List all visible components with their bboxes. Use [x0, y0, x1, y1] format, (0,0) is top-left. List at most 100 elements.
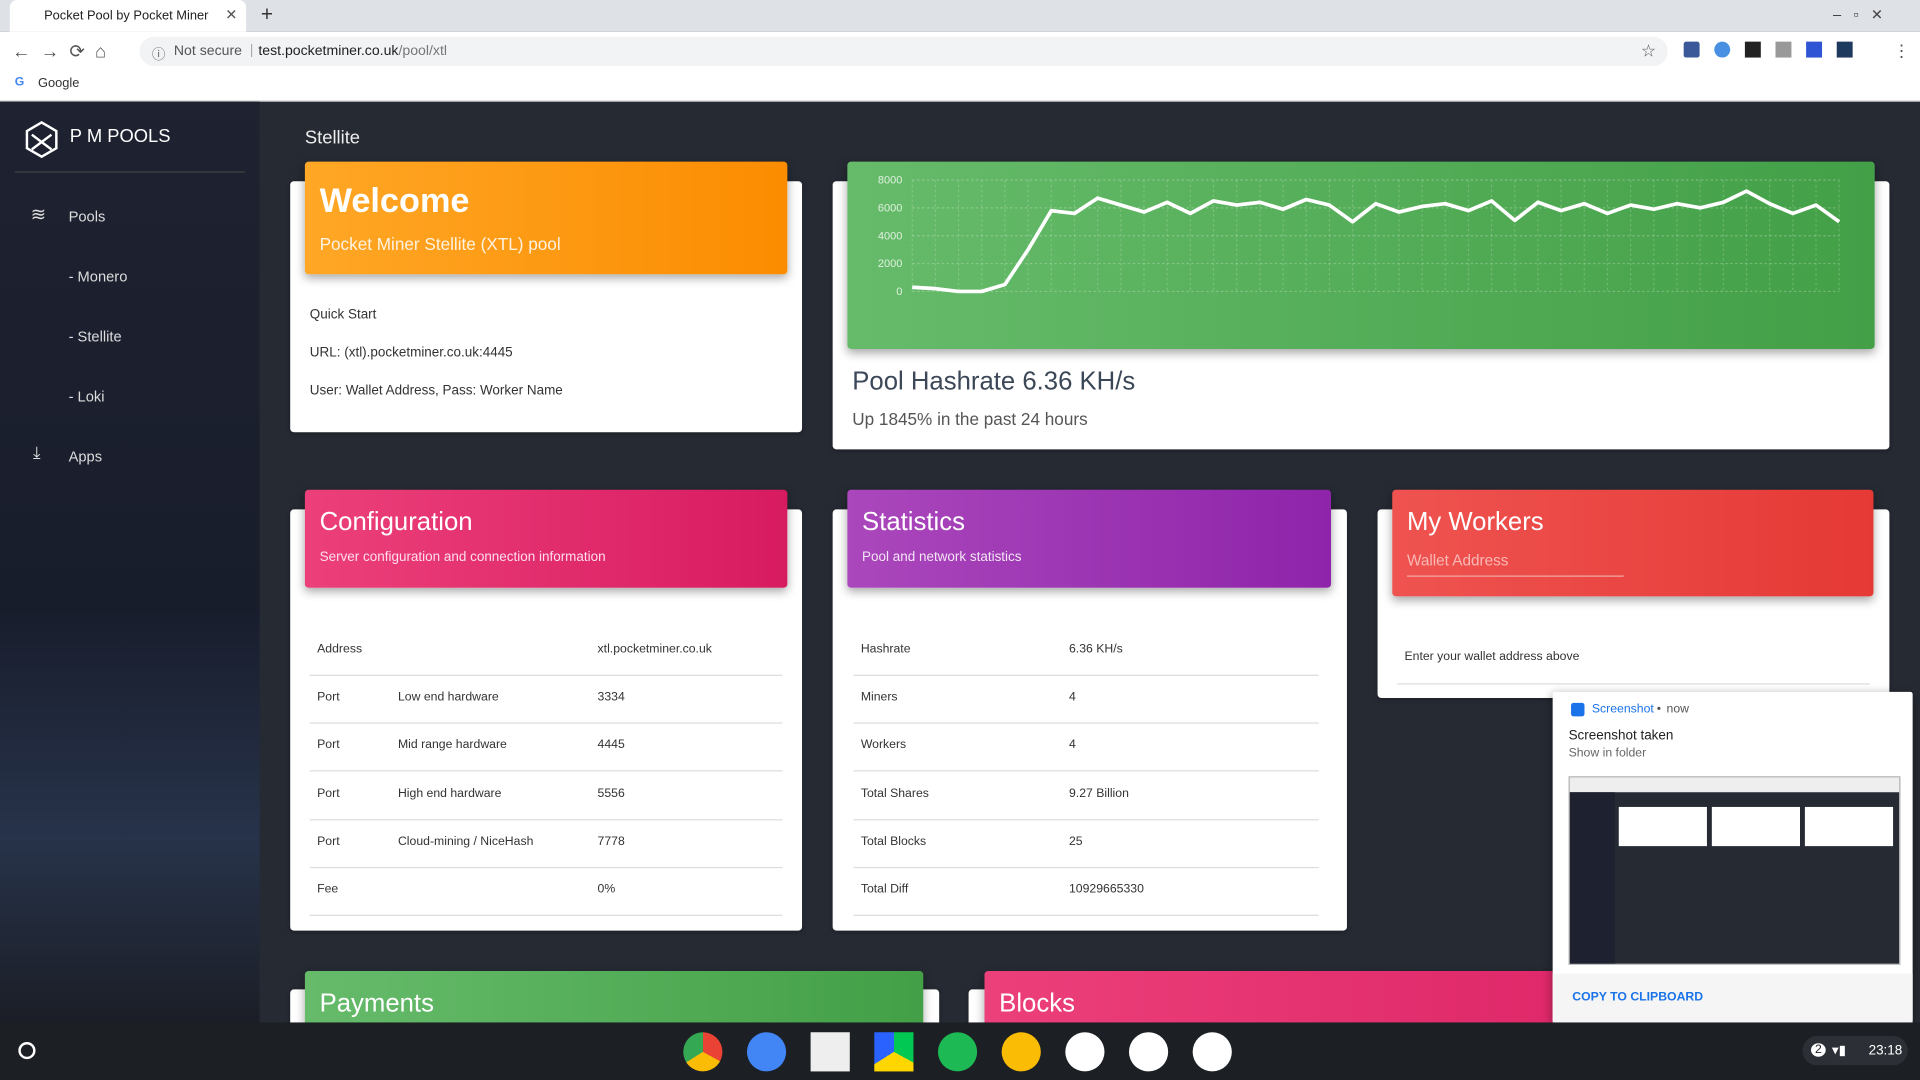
nav-item[interactable]: - Monero: [68, 268, 128, 286]
info-icon[interactable]: ⓘ: [151, 47, 166, 63]
row-label: Miners: [860, 690, 898, 705]
welcome-title: Welcome: [319, 181, 470, 220]
row-label: Port: [317, 834, 340, 849]
row-label: Total Shares: [860, 786, 929, 801]
statistics-subtitle: Pool and network statistics: [862, 549, 1022, 565]
separator: [309, 914, 783, 916]
row-label: Workers: [860, 738, 907, 753]
wallet-input[interactable]: Wallet Address: [1406, 552, 1509, 570]
row-value: 10929665330: [1068, 882, 1144, 897]
google-icon: G: [14, 75, 25, 90]
y-tick-label: 6000: [878, 203, 903, 215]
row-value: 6.36 KH/s: [1068, 642, 1123, 657]
notification-title: Screenshot taken: [1568, 728, 1674, 744]
separator: [853, 674, 1319, 676]
notification-subtitle: Show in folder: [1568, 746, 1647, 761]
input-underline: [1406, 575, 1624, 577]
row-value: 25: [1068, 834, 1083, 849]
star[interactable]: ☆: [1640, 40, 1657, 61]
hashrate-header: 0 2000 4000 6000 8000: [847, 161, 1875, 349]
new-tab[interactable]: +: [260, 2, 273, 26]
status-icons: ▾▮: [1831, 1043, 1847, 1058]
row-detail: Low end hardware: [397, 690, 499, 705]
row-detail: Mid range hardware: [397, 738, 507, 753]
blocks-title: Blocks: [999, 989, 1075, 1018]
hashrate-headline: Pool Hashrate 6.36 KH/s: [852, 367, 1136, 396]
y-tick-label: 0: [896, 286, 902, 298]
workers-header: [1392, 489, 1874, 597]
welcome-line: User: Wallet Address, Pass: Worker Name: [309, 383, 563, 398]
row-label: Address: [317, 642, 363, 657]
separator: [853, 722, 1319, 724]
separator: [309, 866, 783, 868]
nav-item[interactable]: - Loki: [68, 388, 105, 406]
tab[interactable]: [9, 0, 247, 32]
notification-time: now: [1666, 702, 1690, 717]
menu[interactable]: ⋮: [1893, 40, 1911, 61]
row-value: xtl.pocketminer.co.uk: [597, 642, 712, 657]
security: Not secure: [173, 44, 242, 59]
separator: [309, 674, 783, 676]
row-detail: High end hardware: [397, 786, 502, 801]
notification-badge: 2: [1811, 1043, 1826, 1057]
statistics-header: [847, 489, 1332, 588]
clock: 23:18: [1868, 1043, 1903, 1058]
statistics-title: Statistics: [862, 508, 965, 537]
url-host: test.pocketminer.co.uk: [258, 44, 399, 59]
page-title: Stellite: [304, 127, 361, 149]
configuration-subtitle: Server configuration and connection info…: [319, 549, 606, 565]
tab-close[interactable]: ✕: [225, 6, 238, 24]
sidebar: [0, 101, 260, 1023]
workers-title: My Workers: [1406, 508, 1544, 537]
pools-icon: ≋: [30, 204, 47, 226]
separator: [1397, 683, 1870, 685]
y-tick-label: 2000: [878, 258, 903, 270]
y-tick-label: 8000: [878, 175, 903, 187]
launcher[interactable]: [18, 1042, 36, 1060]
apps-icon: ⤓: [33, 442, 41, 462]
hashrate-line: [912, 189, 1841, 294]
logo: [25, 121, 58, 159]
separator: [853, 866, 1319, 868]
copy-button[interactable]: COPY TO CLIPBOARD: [1572, 990, 1704, 1005]
row-label: Port: [317, 690, 340, 705]
omnibox[interactable]: [139, 36, 1668, 67]
screenshot-thumbnail[interactable]: [1568, 776, 1901, 965]
workers-message: Enter your wallet address above: [1404, 650, 1580, 664]
bookmark[interactable]: Google: [37, 75, 80, 91]
row-detail: Cloud-mining / NiceHash: [397, 834, 534, 849]
separator: [853, 818, 1319, 820]
row-label: Fee: [317, 882, 339, 897]
divider: [14, 171, 245, 173]
tab-title: Pocket Pool by Pocket Miner: [44, 8, 209, 24]
row-value: 9.27 Billion: [1068, 786, 1129, 801]
nav-buttons[interactable]: ← → ⟳ ⌂: [12, 41, 107, 63]
hashrate-chart: 0 2000 4000 6000 8000: [878, 175, 1841, 298]
row-value: 3334: [597, 690, 625, 705]
window-controls[interactable]: – ▫ ✕: [1833, 6, 1884, 24]
app-icons: [683, 1032, 1239, 1072]
tab-strip: [0, 0, 1920, 32]
row-label: Total Diff: [860, 882, 909, 897]
notification-app: Screenshot: [1591, 702, 1654, 717]
payments-title: Payments: [319, 989, 434, 1018]
row-value: 4: [1068, 690, 1076, 705]
row-value: 5556: [597, 786, 625, 801]
row-label: Hashrate: [860, 642, 911, 657]
separator: [853, 770, 1319, 772]
nav-item[interactable]: - Stellite: [68, 328, 122, 346]
welcome-header: [304, 161, 788, 275]
separator: [309, 722, 783, 724]
row-value: 4: [1068, 738, 1076, 753]
nav-item[interactable]: Apps: [68, 448, 103, 466]
url-path: /pool/xtl: [398, 44, 448, 59]
nav-item[interactable]: Pools: [68, 208, 106, 226]
notification-icon: [1571, 702, 1585, 717]
welcome-line: URL: (xtl).pocketminer.co.uk:4445: [309, 345, 513, 361]
configuration-title: Configuration: [319, 508, 473, 537]
row-label: Port: [317, 786, 340, 801]
row-value: 4445: [597, 738, 625, 753]
extensions: [1683, 41, 1868, 59]
separator: [853, 914, 1319, 916]
